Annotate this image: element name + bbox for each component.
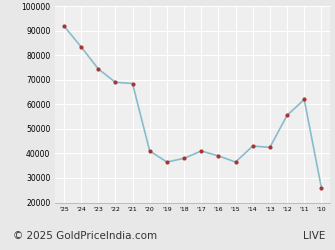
Point xyxy=(319,186,324,190)
Text: LIVE: LIVE xyxy=(303,231,325,241)
Point xyxy=(164,160,170,164)
Point xyxy=(61,24,67,28)
Point xyxy=(250,144,255,148)
Point xyxy=(78,45,84,49)
Text: © 2025 GoldPriceIndia.com: © 2025 GoldPriceIndia.com xyxy=(13,231,157,241)
Point xyxy=(95,67,101,71)
Point xyxy=(216,154,221,158)
Point xyxy=(284,114,290,117)
Point xyxy=(181,156,187,160)
Point xyxy=(233,160,238,164)
Point xyxy=(130,82,135,86)
Point xyxy=(147,149,152,153)
Point xyxy=(113,80,118,84)
Point xyxy=(302,98,307,102)
Point xyxy=(199,149,204,153)
Point xyxy=(267,145,273,149)
